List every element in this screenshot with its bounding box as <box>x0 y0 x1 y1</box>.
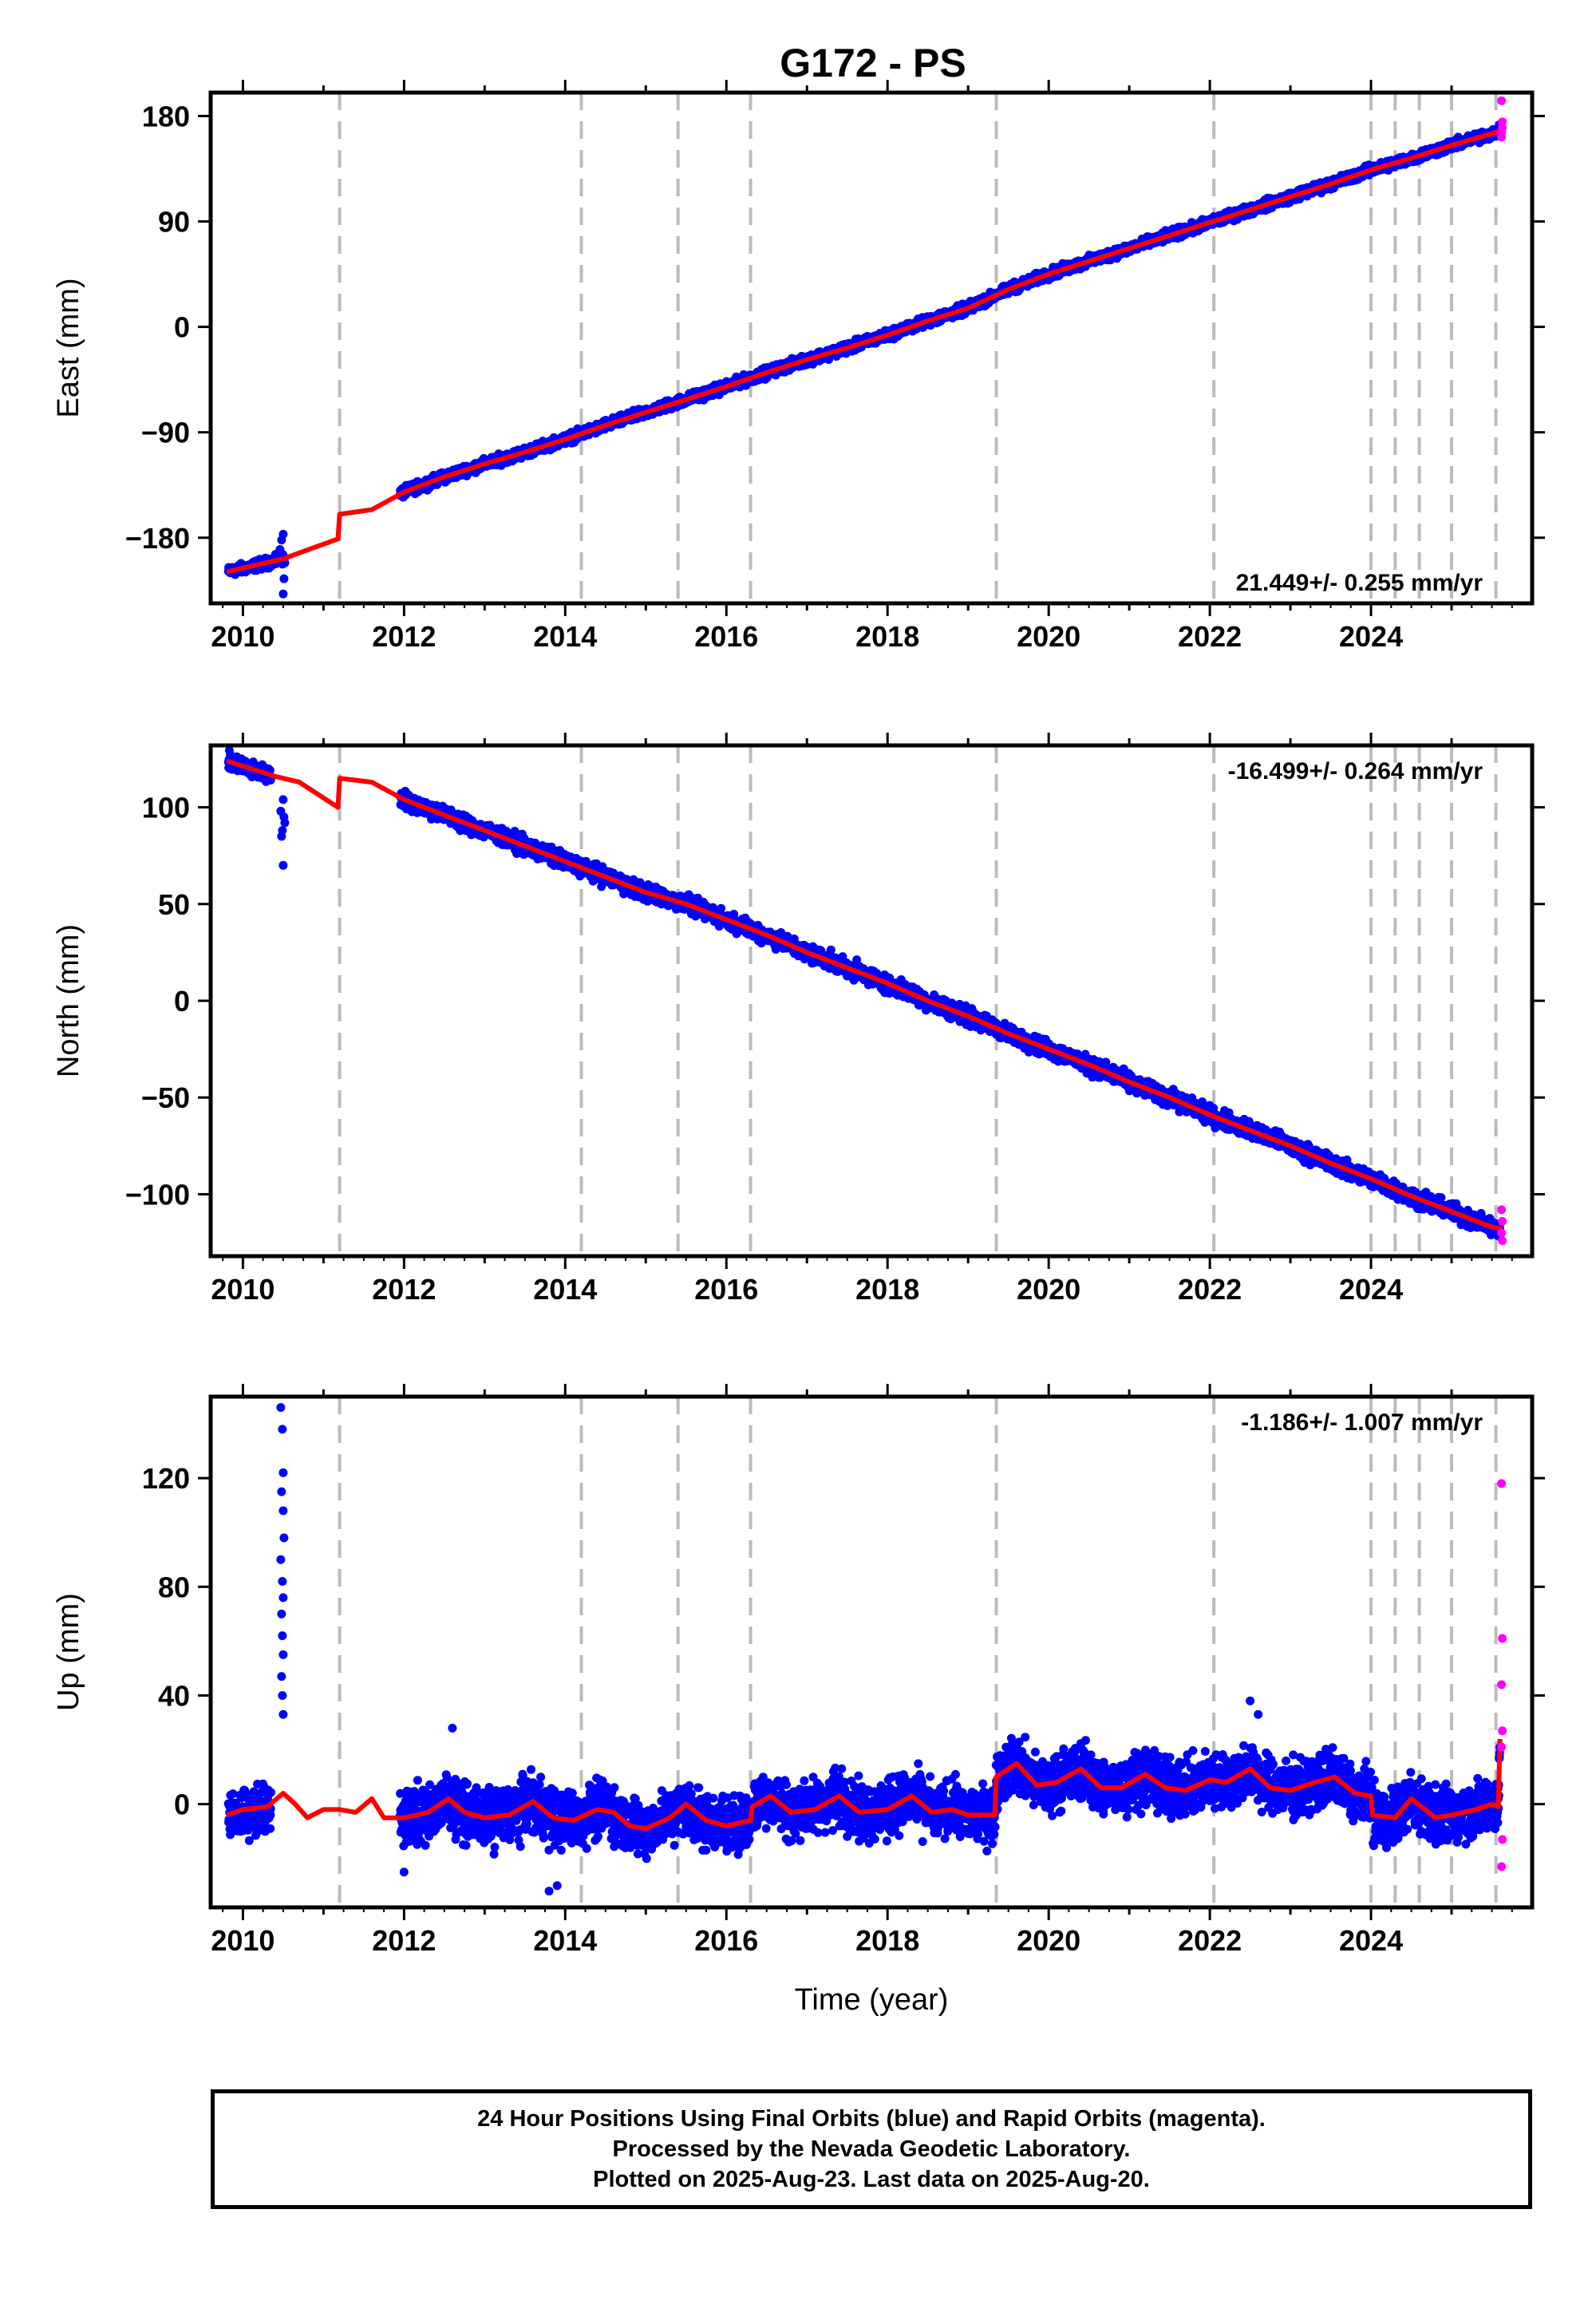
north-panel: 2010 2012 2014 2016 2018 2020 2022 2024−100−500… <box>52 733 1545 1306</box>
final-orbit-point <box>277 536 286 545</box>
x-tick-label: 2022 <box>1178 620 1242 653</box>
rapid-orbit-point <box>1497 96 1507 105</box>
y-tick-label: −180 <box>125 522 190 555</box>
y-tick-label: 0 <box>174 311 190 344</box>
y-tick-label: 180 <box>142 100 190 132</box>
x-tick-label: 2018 <box>855 620 919 653</box>
east-panel: 2010 2012 2014 2016 2018 2020 2022 2024 −180 −90 0… <box>52 80 1545 653</box>
x-tick-label: 2010 <box>211 620 275 653</box>
x-tick-label: 2012 <box>372 620 436 653</box>
x-tick-label: 2014 <box>533 620 597 653</box>
final-orbit-point <box>717 903 726 913</box>
x-tick-label: 2020 <box>1017 620 1080 653</box>
plot-frame <box>208 90 1535 606</box>
final-orbit-point <box>279 574 289 583</box>
y-axis-label: East (mm) <box>52 278 85 417</box>
x-tick-label: 2016 <box>694 620 758 653</box>
x-tick-label: 2024 <box>1339 620 1403 653</box>
rapid-orbit-point <box>1498 117 1507 127</box>
chart-title: G172 - PS <box>780 41 966 85</box>
y-tick-label: 90 <box>158 205 190 238</box>
model-fit-line <box>226 128 1503 575</box>
y-tick-label: −90 <box>141 417 190 449</box>
final-orbit-point <box>729 910 739 919</box>
final-orbit-point <box>279 589 288 599</box>
rate-label: 21.449+/- 0.255 mm/yr <box>1236 570 1483 596</box>
final-orbit-point <box>275 544 285 554</box>
